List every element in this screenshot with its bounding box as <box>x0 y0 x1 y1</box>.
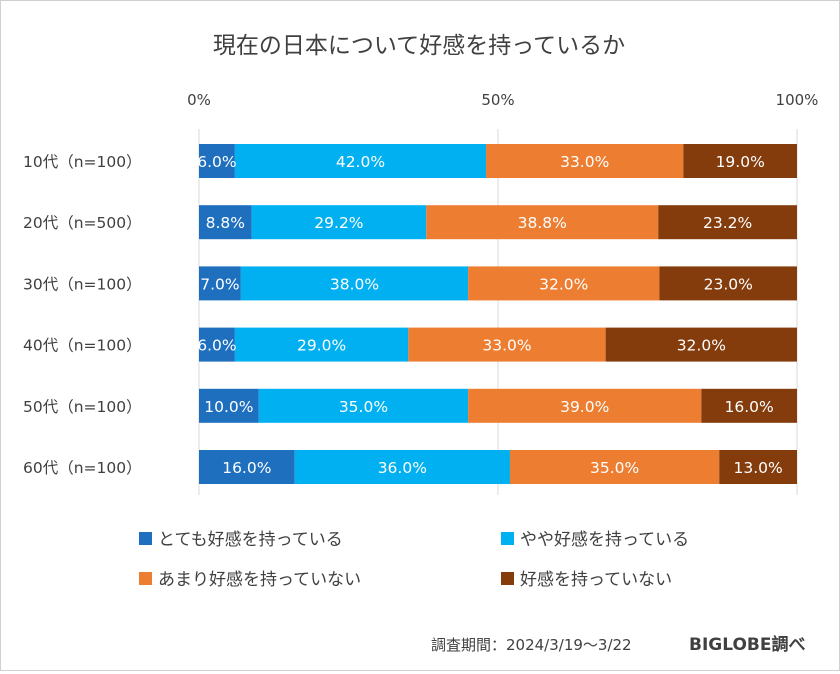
data-label: 6.0% <box>197 337 236 355</box>
legend-label: とても好感を持っている <box>158 530 343 550</box>
bar-segment <box>234 144 487 178</box>
data-labels: 6.0% 42.0% 33.0% 19.0% 8.8% 29.2% 38.8% 23.2% 7.… <box>197 153 783 477</box>
legend-label: あまり好感を持っていない <box>158 570 361 590</box>
category-label: 60代（n=100） <box>23 459 142 477</box>
bar-segment <box>199 327 235 362</box>
bar-segment <box>701 388 797 423</box>
data-label: 36.0% <box>378 459 427 477</box>
bar-segment <box>486 144 684 178</box>
x-tick-label: 50% <box>481 91 514 109</box>
bar-segment <box>408 327 606 362</box>
bar-segment <box>683 144 797 178</box>
data-label: 35.0% <box>590 459 639 477</box>
legend-swatch <box>501 572 514 585</box>
bar-segment <box>719 450 797 484</box>
data-label: 8.8% <box>206 214 245 232</box>
data-label: 32.0% <box>539 275 588 293</box>
chart-title: 現在の日本について好感を持っているか <box>213 33 625 59</box>
bar-segment <box>658 205 797 240</box>
bar-segment <box>468 266 660 301</box>
legend-swatch <box>501 532 514 545</box>
bar-segment <box>199 266 241 301</box>
gridlines <box>198 129 798 495</box>
data-label: 38.0% <box>330 275 379 293</box>
source-credit: BIGLOBE調べ <box>689 634 806 655</box>
x-tick-label: 0% <box>187 91 211 109</box>
survey-period: 調査期間：2024/3/19～3/22 <box>431 636 632 654</box>
legend-label: やや好感を持っている <box>520 530 689 550</box>
x-tick-label: 100% <box>776 91 819 109</box>
data-label: 42.0% <box>336 153 385 171</box>
bar-segment <box>240 266 469 301</box>
data-label: 7.0% <box>200 275 239 293</box>
bar-segment <box>199 450 295 484</box>
data-label: 16.0% <box>725 398 774 416</box>
bar-segment <box>234 327 409 362</box>
data-label: 6.0% <box>197 153 236 171</box>
data-label: 10.0% <box>204 398 253 416</box>
bar-segment <box>605 327 797 362</box>
data-label: 29.2% <box>314 214 363 232</box>
data-label: 39.0% <box>560 398 609 416</box>
bar-segment <box>251 205 427 240</box>
category-label: 50代（n=100） <box>23 398 142 416</box>
bar-segment <box>199 144 235 178</box>
bar-segment <box>258 388 469 423</box>
y-axis-category-labels: 10代（n=100） 20代（n=500） 30代（n=100） 40代（n=100）… <box>23 153 142 477</box>
category-label: 30代（n=100） <box>23 275 142 293</box>
bar-segments <box>199 144 797 484</box>
data-label: 33.0% <box>560 153 609 171</box>
data-label: 23.0% <box>704 275 753 293</box>
data-label: 33.0% <box>482 337 531 355</box>
data-label: 16.0% <box>222 459 271 477</box>
legend-label: 好感を持っていない <box>520 570 672 590</box>
bar-segment <box>199 205 252 240</box>
category-label: 10代（n=100） <box>23 153 142 171</box>
data-label: 35.0% <box>339 398 388 416</box>
category-label: 40代（n=100） <box>23 337 142 355</box>
bar-segment <box>659 266 797 301</box>
data-label: 13.0% <box>734 459 783 477</box>
data-label: 38.8% <box>518 214 567 232</box>
legend-swatch <box>139 572 152 585</box>
bar-segment <box>468 388 702 423</box>
data-label: 23.2% <box>703 214 752 232</box>
x-axis-tick-labels: 0% 50% 100% <box>187 91 818 109</box>
bar-segment <box>509 450 720 484</box>
bar-segment <box>199 388 259 423</box>
category-label: 20代（n=500） <box>23 214 142 232</box>
data-label: 32.0% <box>677 337 726 355</box>
data-label: 29.0% <box>297 337 346 355</box>
data-label: 19.0% <box>716 153 765 171</box>
bar-segment <box>294 450 510 484</box>
legend-swatch <box>139 532 152 545</box>
bar-segment <box>426 205 659 240</box>
